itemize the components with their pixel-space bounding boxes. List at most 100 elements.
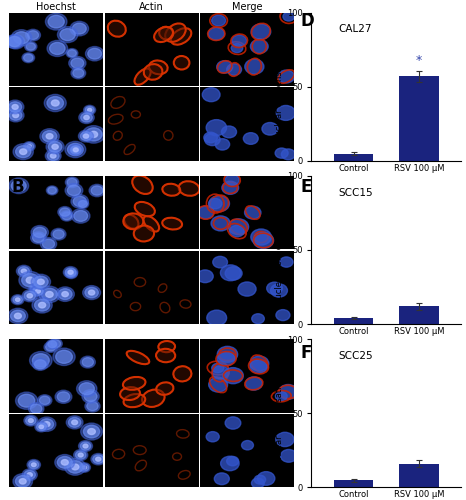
Circle shape (66, 416, 83, 429)
Circle shape (87, 402, 98, 410)
Circle shape (63, 266, 78, 278)
Circle shape (11, 310, 25, 322)
Circle shape (243, 132, 258, 144)
Circle shape (217, 346, 238, 362)
Circle shape (45, 13, 67, 30)
Circle shape (31, 232, 46, 244)
Circle shape (225, 174, 239, 186)
Text: CAL27: CAL27 (338, 24, 372, 34)
Circle shape (31, 285, 40, 292)
Circle shape (65, 184, 83, 198)
Ellipse shape (174, 56, 189, 70)
Bar (334, 318, 373, 324)
Circle shape (250, 356, 269, 371)
Circle shape (79, 112, 94, 124)
Circle shape (78, 463, 90, 472)
Circle shape (47, 186, 58, 195)
Circle shape (39, 286, 60, 302)
Circle shape (46, 343, 56, 351)
Ellipse shape (108, 20, 126, 36)
Ellipse shape (165, 24, 186, 42)
Circle shape (223, 368, 243, 384)
Circle shape (47, 96, 63, 110)
Text: *: * (416, 54, 422, 68)
Circle shape (81, 113, 92, 122)
Ellipse shape (123, 394, 145, 407)
Circle shape (50, 154, 56, 158)
Circle shape (27, 144, 31, 148)
Circle shape (217, 352, 235, 366)
Circle shape (225, 266, 242, 280)
Circle shape (9, 36, 22, 47)
Circle shape (8, 308, 28, 324)
Circle shape (34, 299, 50, 311)
Circle shape (77, 200, 89, 208)
Circle shape (81, 423, 103, 440)
Circle shape (69, 418, 81, 428)
Circle shape (214, 473, 229, 484)
Circle shape (211, 216, 230, 231)
Circle shape (254, 475, 266, 484)
Circle shape (71, 208, 90, 223)
Circle shape (39, 302, 46, 308)
Circle shape (70, 146, 81, 154)
Circle shape (217, 60, 233, 73)
Circle shape (67, 270, 76, 278)
Text: SCC25: SCC25 (338, 351, 373, 361)
Circle shape (46, 292, 53, 298)
Y-axis label: nuclear condensation (%): nuclear condensation (%) (275, 196, 284, 304)
Circle shape (220, 456, 239, 470)
Circle shape (267, 282, 282, 294)
Circle shape (89, 184, 105, 196)
Circle shape (26, 30, 41, 41)
Circle shape (14, 313, 21, 318)
Ellipse shape (171, 28, 192, 44)
Circle shape (88, 428, 96, 434)
Circle shape (58, 206, 72, 218)
Circle shape (74, 210, 88, 222)
Circle shape (225, 417, 241, 429)
Circle shape (41, 288, 57, 300)
Circle shape (68, 270, 73, 274)
Circle shape (23, 142, 35, 151)
Circle shape (75, 451, 86, 459)
Circle shape (29, 461, 39, 468)
Circle shape (39, 425, 43, 428)
Circle shape (31, 226, 48, 239)
Circle shape (21, 269, 27, 273)
Circle shape (53, 230, 64, 238)
Circle shape (34, 276, 48, 287)
Circle shape (33, 358, 48, 370)
Ellipse shape (156, 382, 173, 395)
Circle shape (66, 48, 78, 58)
Circle shape (90, 132, 97, 138)
Circle shape (30, 404, 42, 413)
Circle shape (28, 418, 33, 422)
Bar (399, 464, 439, 487)
Circle shape (55, 454, 75, 470)
Circle shape (73, 148, 78, 152)
Ellipse shape (135, 68, 151, 85)
Circle shape (72, 23, 86, 34)
Circle shape (71, 194, 89, 208)
Circle shape (85, 46, 104, 61)
Circle shape (83, 134, 89, 138)
Circle shape (206, 120, 226, 136)
Circle shape (27, 460, 41, 470)
Circle shape (253, 232, 274, 248)
Circle shape (40, 396, 50, 404)
Circle shape (33, 287, 43, 296)
Circle shape (57, 392, 70, 402)
Circle shape (84, 392, 97, 402)
Circle shape (62, 212, 72, 220)
Circle shape (46, 140, 64, 154)
Circle shape (56, 287, 75, 302)
Text: C: C (12, 344, 24, 362)
Circle shape (31, 274, 50, 289)
Circle shape (84, 116, 89, 119)
Circle shape (47, 151, 59, 160)
Circle shape (16, 146, 31, 158)
Text: A: A (12, 12, 25, 30)
Circle shape (37, 279, 44, 284)
Circle shape (65, 142, 86, 158)
